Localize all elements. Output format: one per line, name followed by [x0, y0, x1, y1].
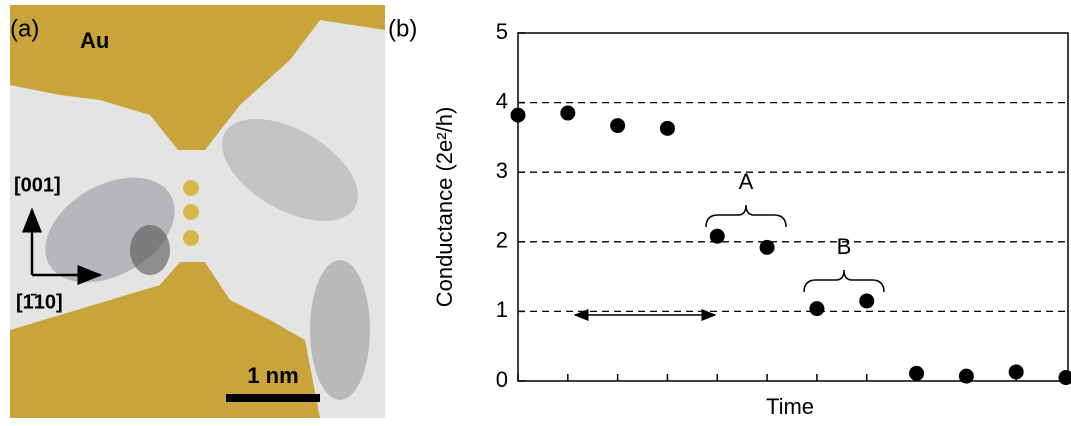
plot-frame: [518, 33, 1068, 381]
point: [809, 301, 824, 316]
panel-label: (b): [388, 15, 417, 42]
point: [859, 293, 874, 308]
point: [560, 106, 575, 121]
point: [959, 369, 974, 384]
x-axis-label: Time: [766, 394, 814, 419]
atom: [183, 230, 199, 246]
brace: [804, 270, 884, 292]
annotation: B: [837, 234, 852, 259]
point: [1059, 370, 1071, 385]
point: [1009, 364, 1024, 379]
direction-label: [001]: [14, 174, 61, 196]
point: [610, 118, 625, 133]
y-tick-label: 4: [496, 88, 508, 113]
figure: (a) Au [001] [1̄10] 1 nm (b) Time Conduc…: [0, 0, 1071, 421]
y-tick-label: 2: [496, 228, 508, 253]
point: [511, 108, 526, 123]
texture: [130, 225, 170, 275]
point: [660, 121, 675, 136]
texture: [310, 260, 370, 400]
micrograph: [10, 5, 385, 418]
point: [760, 240, 775, 255]
panel-label: (a): [10, 15, 39, 42]
scale-label: 1 nm: [247, 363, 298, 388]
scale-bar: [226, 394, 320, 402]
y-tick-label: 0: [496, 367, 508, 392]
material-label: Au: [80, 28, 109, 53]
atom: [183, 180, 199, 196]
atom: [183, 204, 199, 220]
y-tick-label: 5: [496, 19, 508, 44]
point: [710, 229, 725, 244]
brace: [706, 205, 786, 227]
y-axis-label: Conductance (2e²/h): [432, 107, 457, 308]
direction-label: [1̄10]: [16, 291, 63, 313]
y-tick-label: 1: [496, 297, 508, 322]
y-tick-label: 3: [496, 158, 508, 183]
point: [909, 366, 924, 381]
